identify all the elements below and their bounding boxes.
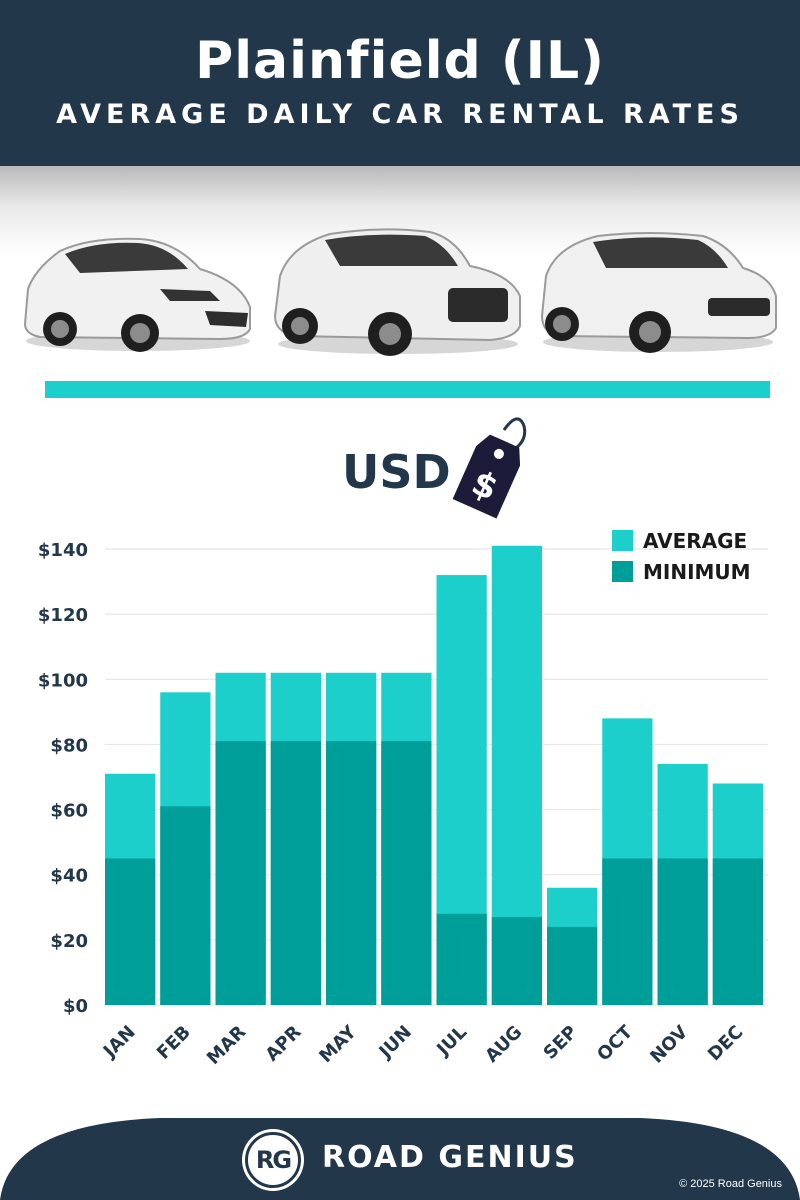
copyright-text: © 2025 Road Genius [679, 1178, 782, 1190]
bar-minimum-jun [381, 741, 431, 1005]
x-tick-label: DEC [704, 1022, 747, 1065]
currency-label: USD [342, 444, 451, 500]
bar-minimum-may [326, 741, 376, 1005]
bar-minimum-sep [547, 927, 597, 1005]
bar-minimum-apr [271, 741, 321, 1005]
x-tick-label: APR [262, 1022, 306, 1066]
bar-minimum-jan [105, 858, 155, 1005]
bar-minimum-mar [216, 741, 266, 1005]
x-tick-label: AUG [481, 1022, 526, 1067]
x-tick-label: OCT [593, 1021, 637, 1065]
y-tick-label: $0 [63, 996, 88, 1017]
accent-divider [45, 381, 770, 398]
x-tick-label: JUL [432, 1022, 471, 1061]
page-title: Plainfield (IL) [0, 30, 800, 92]
page-subtitle: AVERAGE DAILY CAR RENTAL RATES [0, 97, 800, 133]
legend: AVERAGE MINIMUM [612, 529, 751, 584]
bar-minimum-nov [658, 858, 708, 1005]
rental-rate-chart: $0$20$40$60$80$100$120$140 JAN FEB MAR APR M… [0, 520, 800, 1080]
x-tick-label: NOV [646, 1022, 692, 1068]
x-tick-label: FEB [153, 1022, 195, 1064]
price-tag-icon: $ [440, 408, 540, 520]
bar-minimum-aug [492, 917, 542, 1005]
bar-minimum-feb [160, 806, 210, 1005]
x-axis-ticks: JAN FEB MAR APR MAY JUN JUL AUG SEP OCT NOV DEC [98, 1021, 747, 1069]
suv-car-image [270, 226, 525, 356]
x-tick-label: MAY [315, 1021, 361, 1067]
y-tick-label: $140 [38, 540, 88, 561]
luxury-suv-car-image [538, 228, 778, 353]
legend-swatch-average [612, 530, 633, 551]
bar-minimum-jul [437, 914, 487, 1005]
car-photo-band [0, 166, 800, 366]
y-tick-label: $120 [38, 605, 88, 626]
header: Plainfield (IL) AVERAGE DAILY CAR RENTAL… [0, 0, 800, 166]
x-tick-label: SEP [540, 1022, 582, 1064]
legend-swatch-minimum [612, 561, 633, 582]
y-tick-label: $60 [50, 801, 88, 822]
road-genius-logo-icon: RG [245, 1132, 301, 1188]
y-tick-label: $40 [50, 866, 88, 887]
brand-name: ROAD GENIUS [322, 1138, 578, 1178]
hatchback-car-image [20, 229, 255, 354]
y-tick-label: $100 [38, 670, 88, 691]
x-tick-label: MAR [203, 1022, 250, 1069]
y-tick-label: $80 [50, 735, 88, 756]
x-tick-label: JAN [98, 1022, 140, 1064]
bar-minimum-dec [713, 858, 763, 1005]
legend-label-average: AVERAGE [643, 529, 747, 553]
y-tick-label: $20 [50, 931, 88, 952]
legend-label-minimum: MINIMUM [643, 560, 751, 584]
x-tick-label: JUN [374, 1022, 416, 1064]
bar-minimum-oct [602, 858, 652, 1005]
y-axis-ticks: $0 $20 $40 $60 $80 $100 $120 $140 [38, 540, 88, 1017]
